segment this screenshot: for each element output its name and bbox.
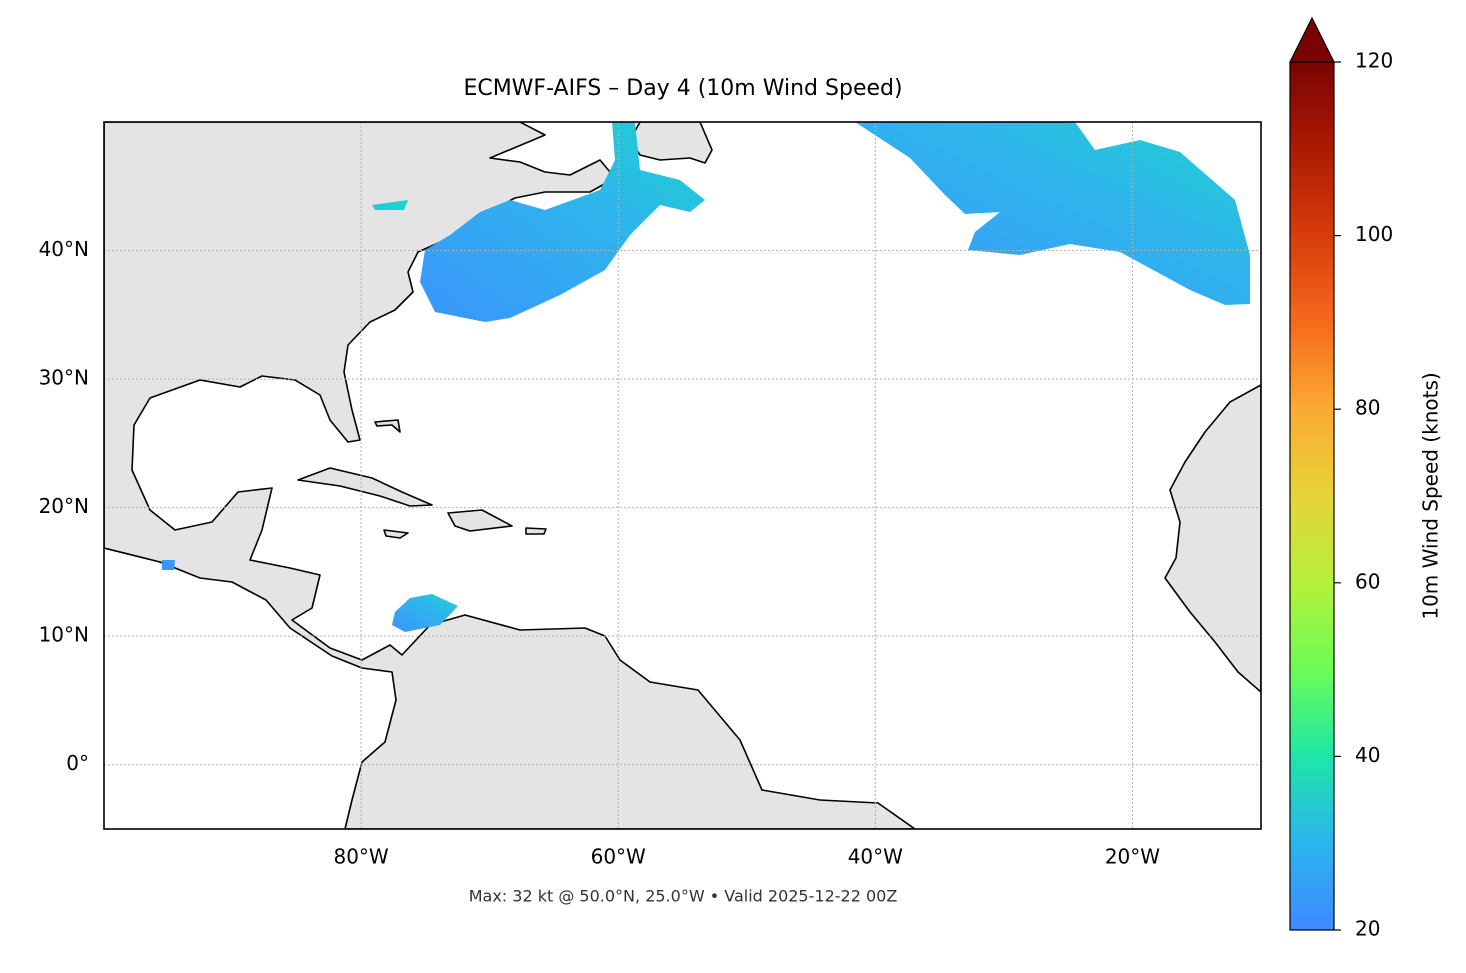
x-tick-label: 80°W bbox=[333, 845, 388, 869]
wind-area bbox=[392, 594, 458, 632]
axes: 80°W 60°W 40°W 20°W 0° 10°N 20°N 30°N 40°N bbox=[39, 237, 1161, 868]
colorbar-tick-label: 60 bbox=[1355, 569, 1380, 593]
colorbar-tick-label: 20 bbox=[1355, 917, 1380, 941]
colorbar-tick-label: 80 bbox=[1355, 396, 1380, 420]
map-area bbox=[104, 122, 1261, 829]
map-frame bbox=[103, 121, 1262, 830]
grid bbox=[104, 122, 1261, 829]
cuba bbox=[297, 467, 433, 507]
bahamas bbox=[374, 419, 401, 433]
x-tick-label: 60°W bbox=[591, 845, 646, 869]
x-tick-label: 40°W bbox=[848, 845, 903, 869]
map-title: ECMWF-AIFS – Day 4 (10m Wind Speed) bbox=[463, 76, 902, 101]
wind-area bbox=[855, 122, 1250, 305]
colorbar-extend bbox=[1289, 16, 1335, 63]
colorbar-tick-label: 100 bbox=[1355, 222, 1393, 246]
y-tick-label: 0° bbox=[66, 751, 89, 775]
y-tick-label: 20°N bbox=[39, 494, 89, 518]
hispaniola bbox=[447, 509, 513, 532]
wind-area bbox=[420, 122, 705, 322]
colorbar-label: 10m Wind Speed (knots) bbox=[1419, 372, 1443, 619]
y-tick-label: 10°N bbox=[39, 623, 89, 647]
colorbar-scale bbox=[1289, 61, 1335, 931]
puerto-rico bbox=[525, 527, 547, 535]
africa bbox=[1164, 384, 1261, 693]
jamaica bbox=[383, 529, 409, 539]
x-tick-label: 20°W bbox=[1105, 845, 1160, 869]
y-tick-label: 30°N bbox=[39, 366, 89, 390]
colorbar-tick-label: 120 bbox=[1355, 49, 1393, 73]
footnote: Max: 32 kt @ 50.0°N, 25.0°W • Valid 2025… bbox=[469, 887, 898, 906]
colorbar-tick-label: 40 bbox=[1355, 743, 1380, 767]
y-tick-label: 40°N bbox=[39, 237, 89, 261]
colorbar: 10m Wind Speed (knots) 20 40 60 80 100 120 bbox=[1289, 16, 1443, 941]
